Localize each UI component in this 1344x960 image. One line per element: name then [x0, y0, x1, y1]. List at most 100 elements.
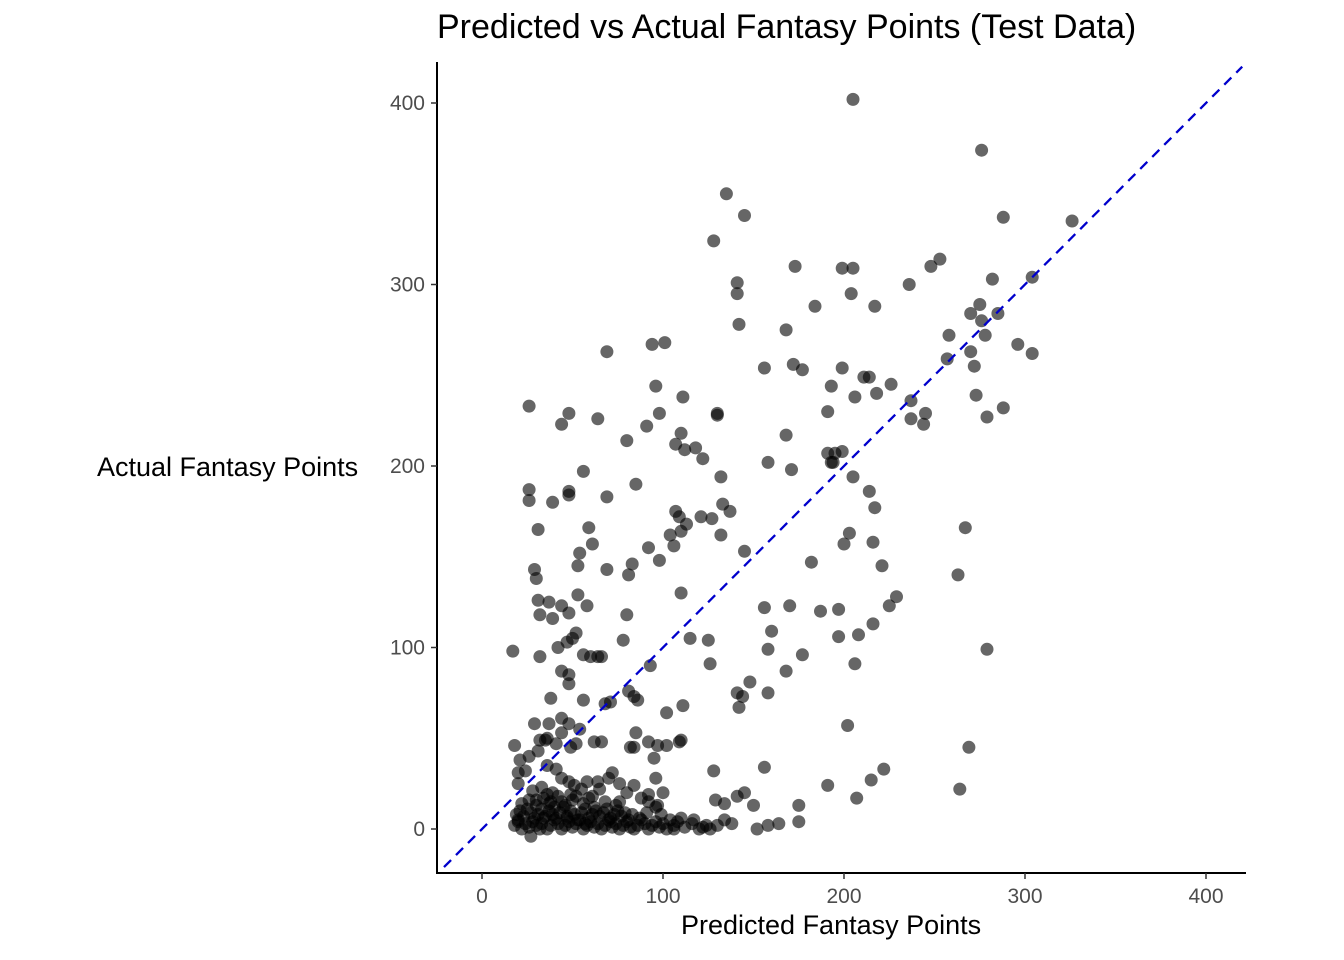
data-point: [848, 390, 862, 404]
data-point: [940, 352, 954, 366]
data-point: [761, 686, 775, 700]
data-point: [1011, 337, 1025, 351]
data-point: [862, 484, 876, 498]
data-point: [846, 470, 860, 484]
data-point: [973, 298, 987, 311]
data-point: [587, 800, 601, 814]
data-point: [649, 771, 663, 785]
data-point: [649, 379, 663, 393]
data-point: [674, 586, 688, 600]
data-point: [705, 512, 719, 526]
data-point: [730, 789, 744, 803]
data-point: [832, 630, 846, 644]
data-point: [846, 261, 860, 275]
data-point: [640, 419, 654, 433]
chart-title: Predicted vs Actual Fantasy Points (Test…: [437, 8, 1137, 46]
data-point: [580, 599, 594, 613]
data-point: [996, 210, 1010, 224]
data-point: [526, 784, 540, 798]
y-tick-label: 0: [413, 818, 425, 841]
data-point: [676, 390, 690, 404]
data-point: [694, 510, 708, 524]
data-point: [795, 363, 809, 377]
data-point: [837, 537, 851, 551]
data-point: [933, 252, 947, 266]
data-point: [904, 412, 918, 426]
data-point: [870, 386, 884, 400]
data-point: [951, 568, 965, 582]
data-point: [605, 766, 619, 780]
data-point: [707, 764, 721, 778]
data-point: [533, 608, 547, 622]
data-point: [852, 628, 865, 642]
data-point: [719, 187, 733, 201]
data-point: [964, 307, 978, 320]
data-point: [743, 675, 757, 689]
data-point: [506, 644, 520, 658]
data-point: [942, 328, 956, 342]
data-point: [714, 528, 728, 542]
data-point: [1025, 347, 1039, 360]
data-point: [652, 406, 666, 420]
data-point: [573, 722, 587, 736]
data-point: [848, 657, 862, 671]
data-point: [757, 760, 771, 774]
data-point: [571, 588, 585, 602]
data-point: [779, 323, 793, 337]
data-point: [656, 786, 670, 800]
data-point: [562, 606, 576, 620]
data-point: [660, 739, 674, 752]
data-point: [761, 642, 775, 656]
data-point: [882, 599, 896, 613]
data-point: [924, 259, 938, 273]
data-point: [549, 737, 563, 751]
data-point: [969, 388, 983, 402]
data-point: [866, 617, 880, 631]
y-tick-label: 300: [390, 274, 425, 297]
data-point: [785, 463, 798, 477]
data-point: [917, 417, 931, 431]
data-point: [651, 739, 665, 752]
data-point: [643, 659, 657, 673]
data-point: [654, 808, 668, 821]
data-point: [573, 546, 587, 560]
x-axis-label: Predicted Fantasy Points: [681, 910, 982, 940]
data-point: [919, 406, 932, 420]
data-point: [788, 259, 802, 273]
data-point: [645, 337, 659, 351]
data-point: [522, 483, 536, 497]
data-point: [546, 495, 560, 509]
data-point: [730, 276, 744, 290]
data-point: [658, 336, 672, 350]
data-point: [647, 751, 661, 765]
y-tick-label: 100: [390, 637, 425, 660]
y-tick-label: 400: [390, 92, 425, 115]
data-point: [562, 677, 576, 691]
data-point: [580, 775, 594, 789]
data-point: [528, 717, 541, 731]
data-point: [576, 693, 590, 707]
data-point: [625, 557, 639, 571]
data-point: [604, 695, 617, 709]
data-point: [555, 417, 569, 431]
x-tick-label: 300: [1007, 885, 1042, 908]
data-point: [616, 633, 630, 647]
data-point: [747, 798, 760, 812]
data-point: [678, 443, 692, 457]
data-point: [714, 470, 728, 484]
data-point: [613, 777, 627, 791]
data-point: [902, 278, 916, 291]
data-point: [884, 377, 898, 391]
data-point: [674, 733, 688, 747]
data-point: [821, 405, 835, 419]
data-point: [980, 642, 994, 656]
data-point: [622, 568, 636, 582]
data-point: [736, 690, 750, 703]
data-point: [533, 650, 547, 664]
data-point: [783, 599, 797, 613]
data-point: [629, 477, 643, 491]
data-point: [582, 521, 596, 535]
data-point: [824, 379, 838, 393]
data-point: [761, 818, 775, 832]
